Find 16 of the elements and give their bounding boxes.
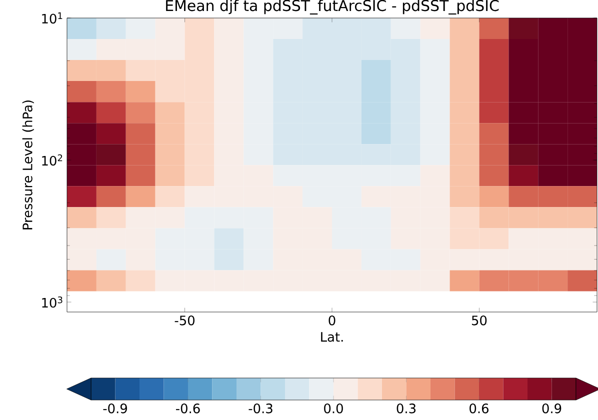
color-bar-label: 0.3 [396,404,416,414]
x-tick-label: 0 [328,316,336,326]
color-bar-label: -0.3 [248,404,272,414]
y-axis-title: Pressure Level (hPa) [22,100,34,230]
color-bar-label: -0.6 [176,404,200,414]
x-axis-title: Lat. [321,332,343,342]
x-tick-label: -50 [174,316,194,326]
color-bar-label: 0.0 [324,404,343,414]
color-bar-label: -0.9 [103,404,127,414]
color-bar-label: 0.9 [542,404,562,414]
y-tick-label: 10$^{1}$ [42,12,62,24]
color-bar-label: 0.6 [470,404,488,414]
x-tick-label: 50 [472,316,487,326]
chart-title: EMean djf ta pdSST_futArcSIC - pdSST_pdSIC [166,0,499,14]
y-tick-label: 10$^{3}$ [42,296,62,308]
y-tick-label: 10$^{2}$ [42,154,62,166]
